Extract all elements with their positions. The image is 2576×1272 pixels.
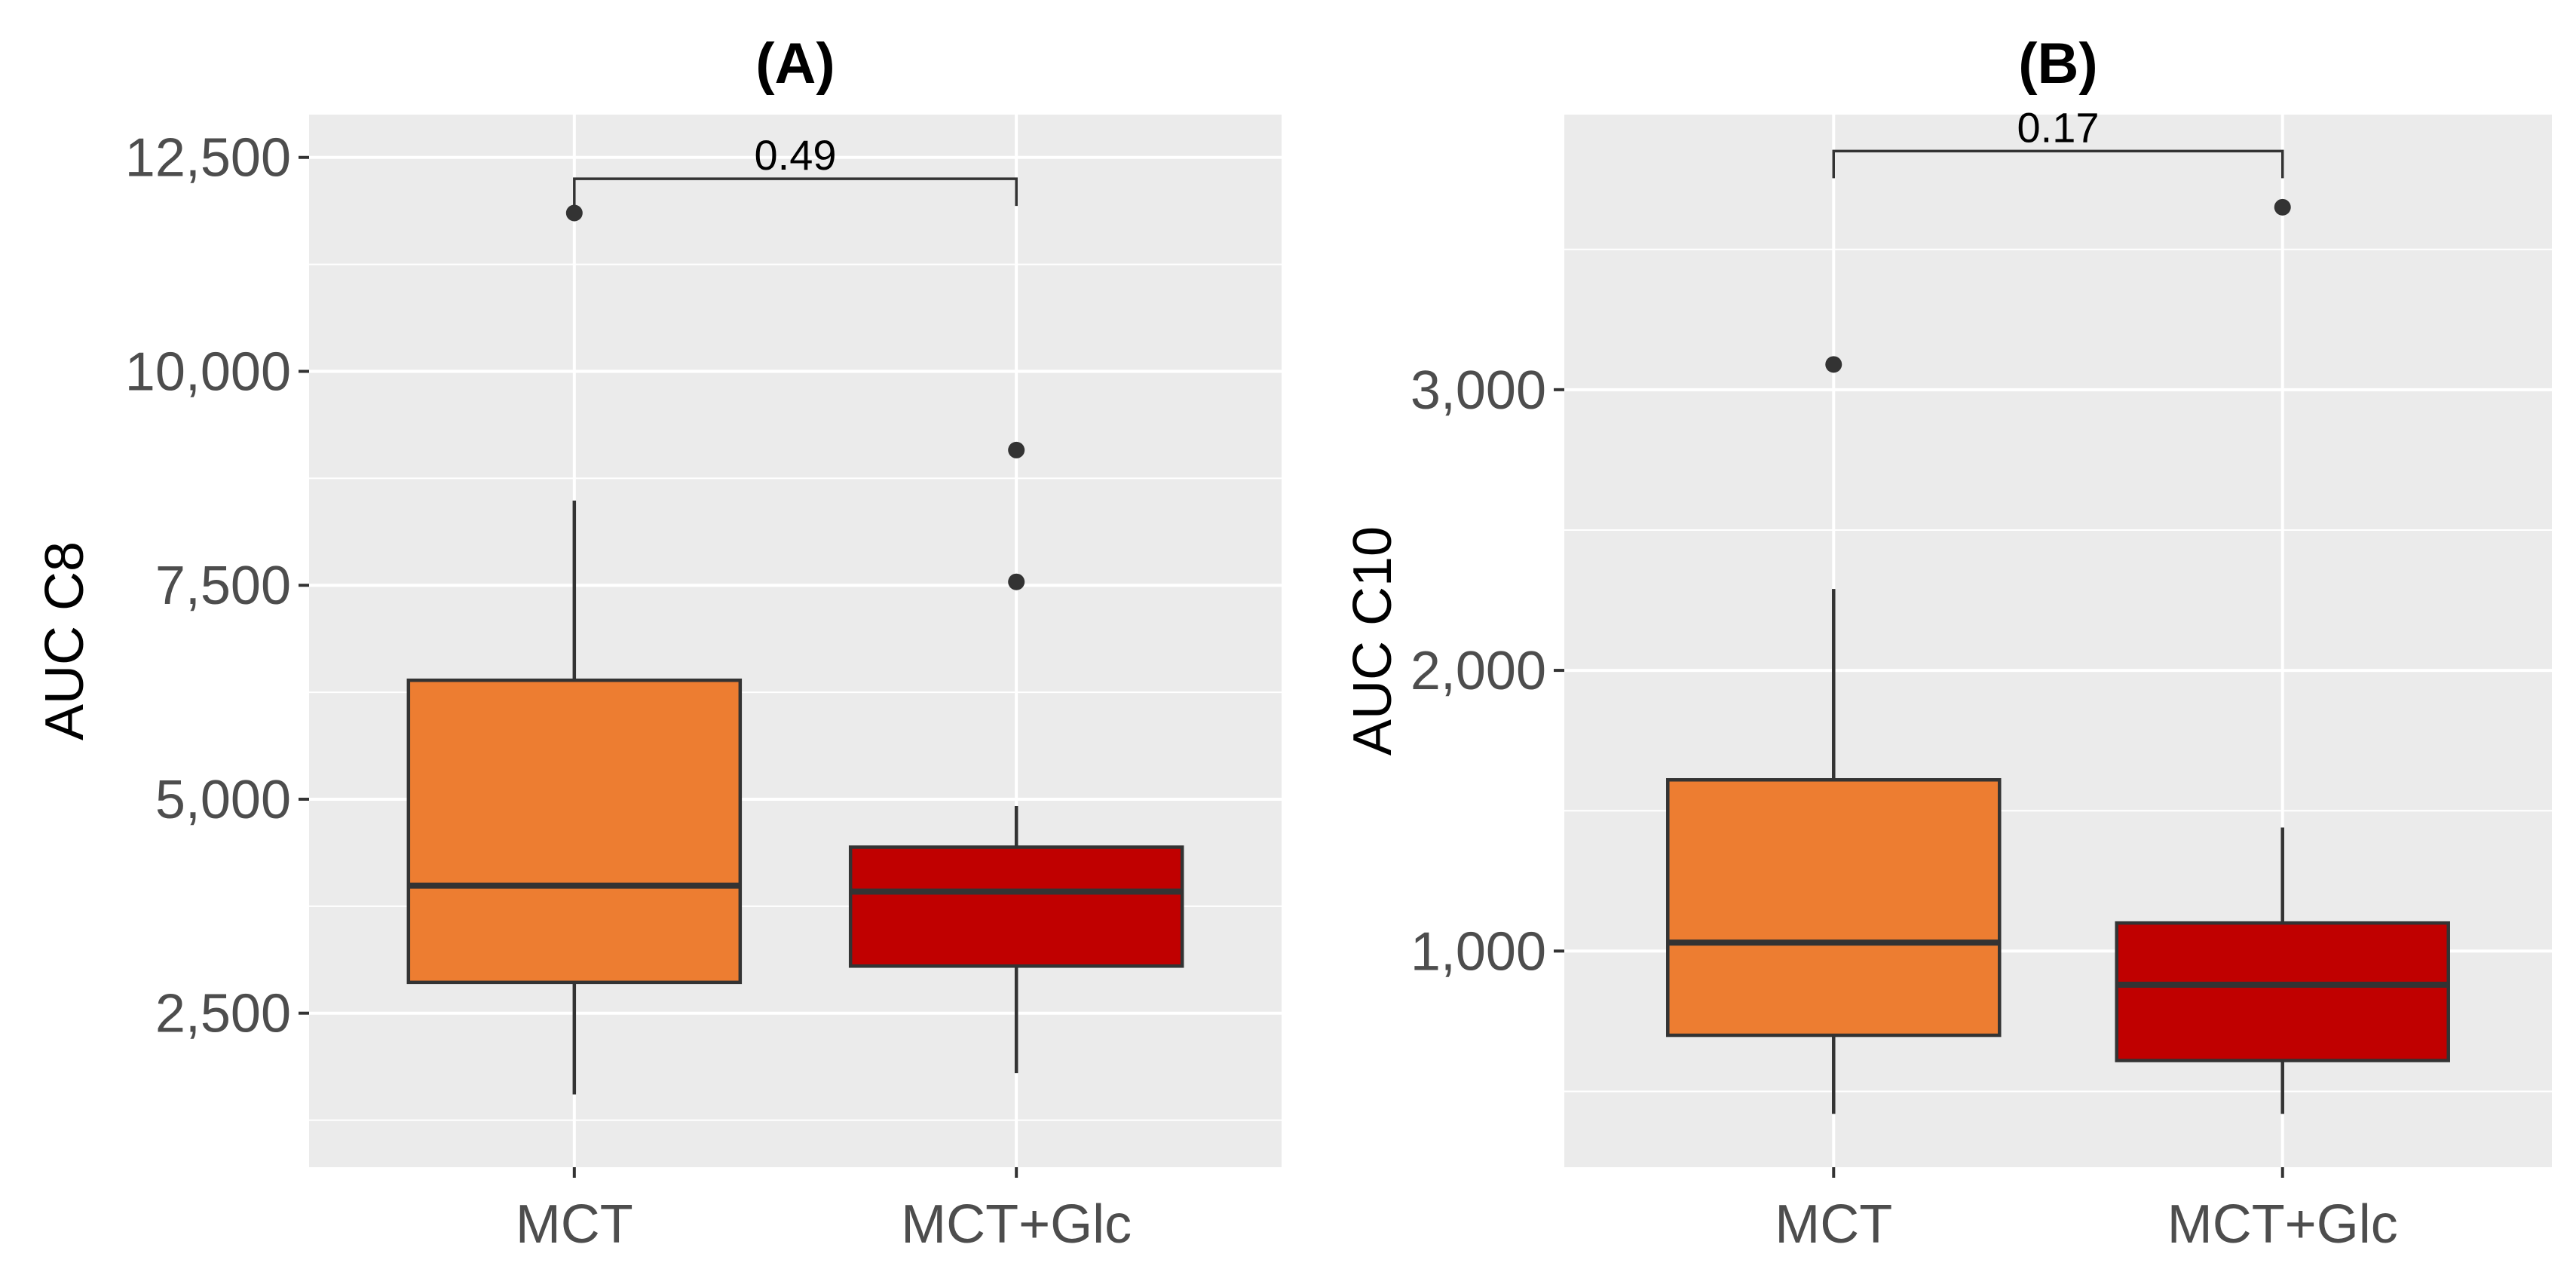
outlier-point bbox=[1008, 573, 1025, 590]
plot-title: (B) bbox=[2018, 32, 2098, 96]
y-tick-label: 1,000 bbox=[1411, 921, 1546, 982]
box-mct bbox=[406, 204, 743, 1095]
y-tick-label: 2,500 bbox=[155, 984, 291, 1044]
p-value-label: 0.17 bbox=[2017, 103, 2100, 151]
box-mct bbox=[1666, 356, 2002, 1114]
panel-background bbox=[309, 115, 1282, 1167]
plot-title: (A) bbox=[755, 32, 835, 96]
outlier-point bbox=[2274, 198, 2291, 216]
y-axis-title: AUC C8 bbox=[35, 541, 95, 740]
box-mct-glc bbox=[2115, 198, 2450, 1114]
outlier-point bbox=[565, 204, 583, 222]
box-iqr bbox=[1666, 778, 2002, 1038]
p-value-label: 0.49 bbox=[755, 131, 837, 179]
x-tick-label: MCT bbox=[516, 1194, 633, 1255]
y-tick-label: 12,500 bbox=[125, 128, 291, 189]
y-tick-label: 10,000 bbox=[125, 342, 291, 402]
outlier-point bbox=[1008, 441, 1025, 458]
x-tick-label: MCT+Glc bbox=[2167, 1194, 2398, 1255]
outlier-point bbox=[1825, 356, 1842, 373]
box-iqr bbox=[2115, 921, 2450, 1062]
box-mct-glc bbox=[848, 441, 1184, 1074]
significance-bracket bbox=[1832, 149, 2284, 179]
y-axis-title: AUC C10 bbox=[1343, 526, 1403, 756]
x-tick-label: MCT+Glc bbox=[901, 1194, 1132, 1255]
panel-b: 1,000 2,000 3,000 MCT MCT+Glc 0.17 (B) AUC C10 bbox=[1343, 32, 2552, 1255]
panel-a: 2,500 5,000 7,500 10,000 12,500 MCT MCT+Glc 0.4… bbox=[35, 32, 1282, 1255]
y-tick-label: 2,000 bbox=[1411, 641, 1546, 701]
y-tick-label: 3,000 bbox=[1411, 360, 1546, 421]
x-tick-label: MCT bbox=[1775, 1194, 1892, 1255]
significance-bracket bbox=[573, 177, 1018, 207]
y-tick-label: 7,500 bbox=[155, 556, 291, 616]
box-iqr bbox=[848, 845, 1184, 968]
box-iqr bbox=[406, 678, 743, 985]
y-tick-label: 5,000 bbox=[155, 770, 291, 830]
